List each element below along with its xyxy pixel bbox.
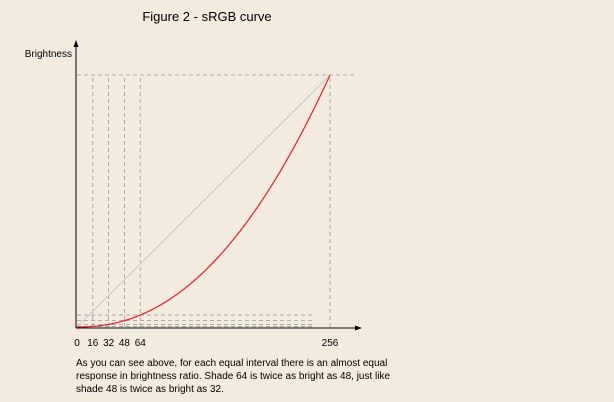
figure-title: Figure 2 - sRGB curve	[142, 9, 272, 24]
x-axis-arrow	[355, 325, 362, 331]
y-axis-label: Brightness	[25, 49, 72, 60]
srgb-chart: Brightness 0 16 32 48 64 256	[25, 40, 362, 349]
srgb-curve	[76, 74, 331, 328]
caption: As you can see above, for each equal int…	[76, 358, 391, 395]
x-tick-label-64: 64	[135, 338, 147, 349]
guide-lines	[77, 74, 354, 327]
x-tick-label-48: 48	[119, 338, 131, 349]
x-tick-label-32: 32	[103, 338, 115, 349]
x-tick-label-0: 0	[74, 338, 80, 349]
axes	[73, 40, 362, 331]
x-tick-labels: 0 16 32 48 64 256	[74, 338, 339, 349]
x-tick-label-256: 256	[322, 338, 339, 349]
reference-line	[76, 74, 331, 328]
x-tick-label-16: 16	[87, 338, 99, 349]
y-axis-arrow	[73, 40, 79, 47]
